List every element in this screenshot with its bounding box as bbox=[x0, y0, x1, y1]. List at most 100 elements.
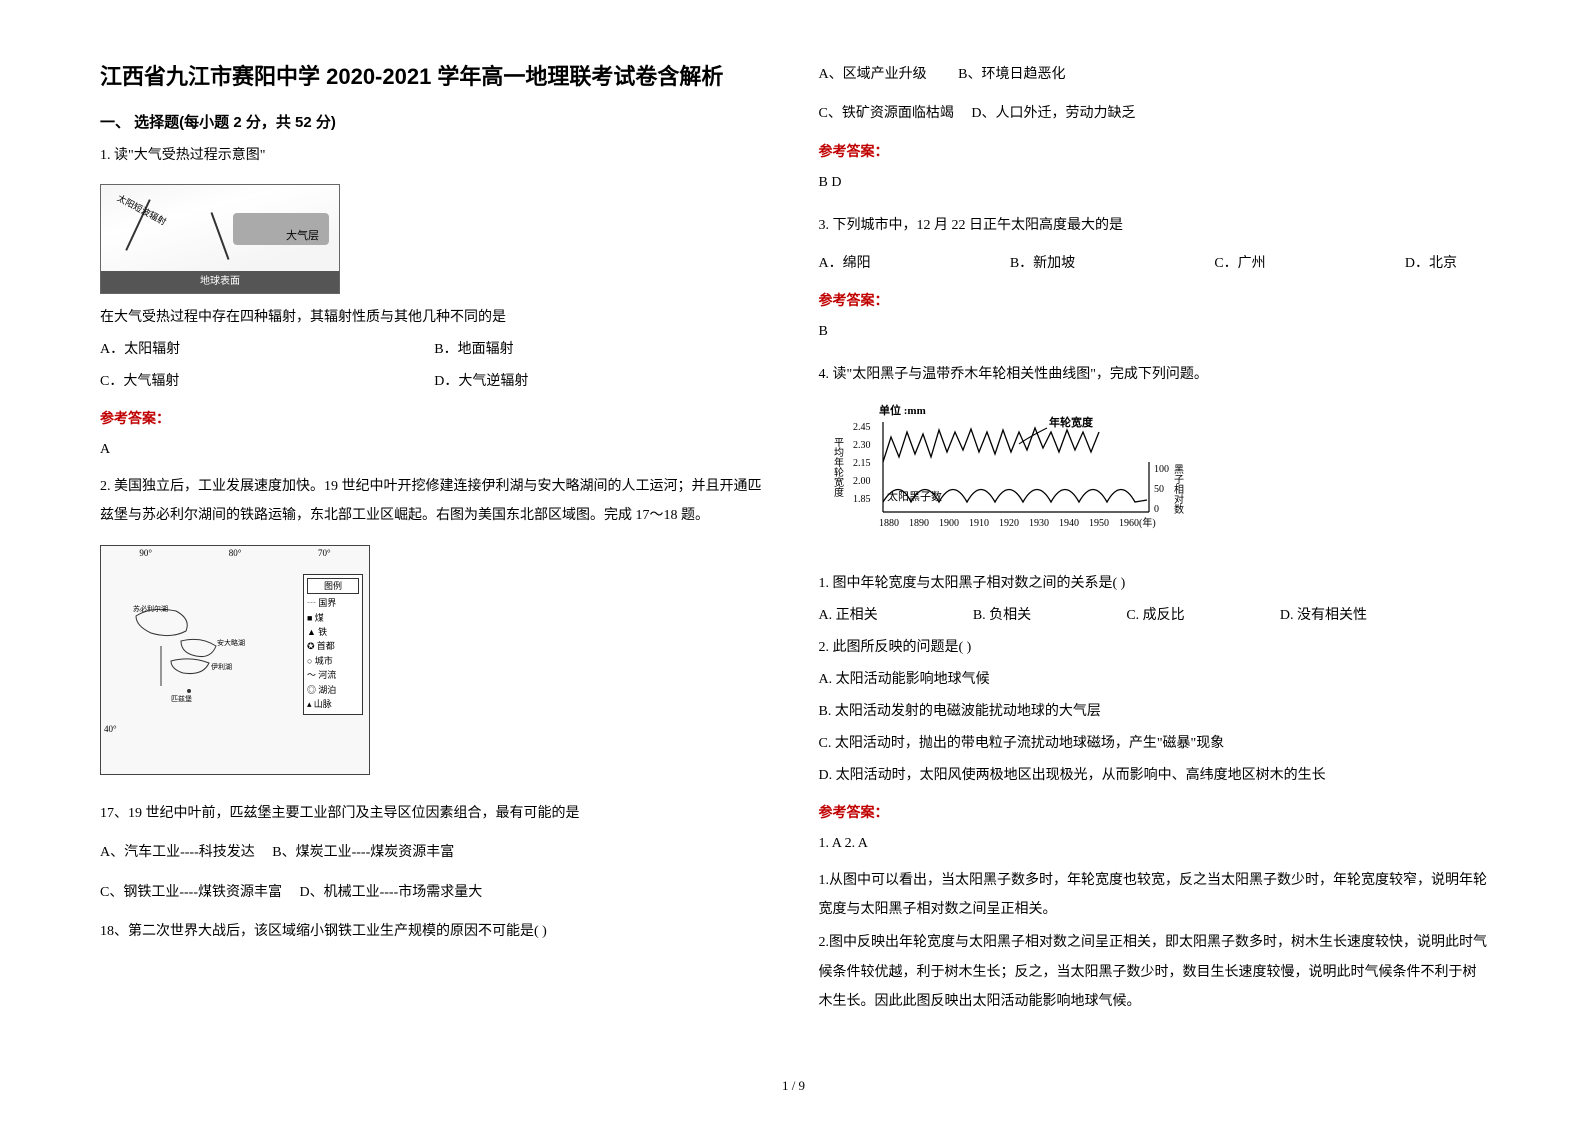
q3-optB: B．新加坡 bbox=[1010, 250, 1075, 278]
q2-17-optB: B、煤炭工业----煤炭资源丰富 bbox=[272, 845, 454, 860]
legend-mountain: ▴ 山脉 bbox=[307, 697, 359, 711]
svg-text:1890: 1890 bbox=[909, 518, 929, 529]
curve2-label: 太阳黑子数 bbox=[887, 490, 942, 503]
q1-optA: A．太阳辐射 bbox=[100, 336, 434, 364]
legend-lake: ◎ 湖泊 bbox=[307, 683, 359, 697]
svg-text:1940: 1940 bbox=[1059, 518, 1079, 529]
us-map: 90° 80° 70° 40° 苏必利尔湖 安大略湖 伊利湖 匹兹堡 bbox=[100, 545, 370, 775]
q2-18-optD: D、人口外迁，劳动力缺乏 bbox=[971, 106, 1135, 121]
q1-stem: 1. 读"大气受热过程示意图" bbox=[100, 142, 769, 170]
chart-unit: 单位 :mm bbox=[879, 403, 926, 417]
svg-text:0: 0 bbox=[1154, 504, 1159, 515]
q1-optD: D．大气逆辐射 bbox=[434, 368, 768, 396]
q4-1-optD: D. 没有相关性 bbox=[1280, 602, 1367, 630]
svg-text:1920: 1920 bbox=[999, 518, 1019, 529]
q2-17-optC: C、钢铁工业----煤铁资源丰富 bbox=[100, 885, 282, 900]
q3-optD: D．北京 bbox=[1405, 250, 1457, 278]
legend-coal: ■ 煤 bbox=[307, 611, 359, 625]
q4-2-optA: A. 太阳活动能影响地球气候 bbox=[819, 666, 1488, 694]
svg-text:1930: 1930 bbox=[1029, 518, 1049, 529]
q2-18-optC: C、铁矿资源面临枯竭 bbox=[819, 106, 954, 121]
lake-label-2: 安大略湖 bbox=[217, 638, 245, 647]
coord-70: 70° bbox=[318, 548, 331, 558]
legend-river: ～ 河流 bbox=[307, 668, 359, 682]
sunspot-chart: 单位 :mm 平均年轮宽度 2.45 2.30 2.15 2.00 1.85 年… bbox=[829, 402, 1209, 562]
q2-answer-label: 参考答案： bbox=[819, 141, 1488, 161]
q3-options: A．绵阳 B．新加坡 C．广州 D．北京 bbox=[819, 250, 1488, 278]
legend-capital: ✪ 首都 bbox=[307, 639, 359, 653]
q4-1-optA: A. 正相关 bbox=[819, 602, 878, 630]
q4-1-optC: C. 成反比 bbox=[1126, 602, 1184, 630]
sunspot-svg: 单位 :mm 平均年轮宽度 2.45 2.30 2.15 2.00 1.85 年… bbox=[829, 402, 1209, 562]
map-legend: 图例 ┄ 国界 ■ 煤 ▲ 铁 ✪ 首都 ○ 城市 ～ 河流 ◎ 湖泊 ▴ 山脉 bbox=[303, 574, 363, 716]
q2-stem: 2. 美国独立后，工业发展速度加快。19 世纪中叶开挖修建连接伊利湖与安大略湖间… bbox=[100, 472, 769, 531]
q2-17-optD: D、机械工业----市场需求量大 bbox=[300, 885, 483, 900]
q1-prompt: 在大气受热过程中存在四种辐射，其辐射性质与其他几种不同的是 bbox=[100, 304, 769, 332]
q2-sub18: 18、第二次世界大战后，该区域缩小钢铁工业生产规模的原因不可能是( ) bbox=[100, 917, 769, 946]
legend-iron: ▲ 铁 bbox=[307, 625, 359, 639]
q2-18-optB: B、环境日趋恶化 bbox=[958, 67, 1065, 82]
q4-2-optC: C. 太阳活动时，抛出的带电粒子流扰动地球磁场，产生"磁暴"现象 bbox=[819, 730, 1488, 758]
q2-17-optA: A、汽车工业----科技发达 bbox=[100, 845, 255, 860]
q1-optC: C．大气辐射 bbox=[100, 368, 434, 396]
diagram-sun-label: 太阳短波辐射 bbox=[115, 191, 169, 228]
heat-diagram: 太阳短波辐射 大气层 地球表面 bbox=[100, 184, 340, 294]
right-column: A、区域产业升级 B、环境日趋恶化 C、铁矿资源面临枯竭 D、人口外迁，劳动力缺… bbox=[819, 60, 1488, 1092]
legend-city: ○ 城市 bbox=[307, 654, 359, 668]
q4-sub2: 2. 此图所反映的问题是( ) bbox=[819, 634, 1488, 662]
left-column: 江西省九江市赛阳中学 2020-2021 学年高一地理联考试卷含解析 一、 选择… bbox=[100, 60, 769, 1092]
svg-text:1.85: 1.85 bbox=[853, 494, 871, 505]
map-coord-top: 90° 80° 70° bbox=[101, 548, 369, 558]
q1-options-row2: C．大气辐射 D．大气逆辐射 bbox=[100, 368, 769, 396]
q4-sub1-options: A. 正相关 B. 负相关 C. 成反比 D. 没有相关性 bbox=[819, 602, 1488, 630]
q2-sub17-row1: A、汽车工业----科技发达 B、煤炭工业----煤炭资源丰富 bbox=[100, 838, 769, 867]
arrow-ground-icon bbox=[211, 212, 230, 260]
svg-text:2.00: 2.00 bbox=[853, 476, 871, 487]
q4-stem: 4. 读"太阳黑子与温带乔木年轮相关性曲线图"，完成下列问题。 bbox=[819, 360, 1488, 389]
q4-2-optB: B. 太阳活动发射的电磁波能扰动地球的大气层 bbox=[819, 698, 1488, 726]
curve1-label: 年轮宽度 bbox=[1049, 415, 1094, 429]
city-label: 匹兹堡 bbox=[171, 694, 192, 703]
svg-text:1880: 1880 bbox=[879, 518, 899, 529]
coord-40: 40° bbox=[104, 724, 117, 734]
coord-90: 90° bbox=[139, 548, 152, 558]
svg-text:2.15: 2.15 bbox=[853, 458, 871, 469]
q2-sub18-row1: A、区域产业升级 B、环境日趋恶化 bbox=[819, 60, 1488, 89]
diagram-ground-label: 地球表面 bbox=[101, 272, 339, 287]
q2-figure: 90° 80° 70° 40° 苏必利尔湖 安大略湖 伊利湖 匹兹堡 bbox=[100, 545, 769, 775]
svg-text:50: 50 bbox=[1154, 484, 1164, 495]
page-container: 江西省九江市赛阳中学 2020-2021 学年高一地理联考试卷含解析 一、 选择… bbox=[100, 60, 1487, 1092]
svg-text:1960(年): 1960(年) bbox=[1119, 516, 1156, 529]
q3-answer-label: 参考答案： bbox=[819, 290, 1488, 310]
q1-optB: B．地面辐射 bbox=[434, 336, 768, 364]
q1-figure: 太阳短波辐射 大气层 地球表面 bbox=[100, 184, 769, 294]
svg-text:1950: 1950 bbox=[1089, 518, 1109, 529]
q2-answer: B D bbox=[819, 169, 1488, 197]
lake-label-1: 苏必利尔湖 bbox=[133, 604, 168, 613]
q4-sub1: 1. 图中年轮宽度与太阳黑子相对数之间的关系是( ) bbox=[819, 570, 1488, 598]
y-label: 平均年轮宽度 bbox=[831, 437, 843, 498]
q1-options-row1: A．太阳辐射 B．地面辐射 bbox=[100, 336, 769, 364]
right-axis-label: 黑子相对数 bbox=[1171, 463, 1183, 514]
coord-80: 80° bbox=[229, 548, 242, 558]
diagram-atmo-label: 大气层 bbox=[286, 227, 319, 243]
page-number: 1 / 9 bbox=[782, 1078, 805, 1094]
section-heading: 一、 选择题(每小题 2 分，共 52 分) bbox=[100, 111, 769, 132]
q1-answer: A bbox=[100, 436, 769, 464]
q3-answer: B bbox=[819, 318, 1488, 346]
q2-sub18-row2: C、铁矿资源面临枯竭 D、人口外迁，劳动力缺乏 bbox=[819, 99, 1488, 128]
q1-answer-label: 参考答案： bbox=[100, 408, 769, 428]
q3-stem: 3. 下列城市中，12 月 22 日正午太阳高度最大的是 bbox=[819, 211, 1488, 240]
document-title: 江西省九江市赛阳中学 2020-2021 学年高一地理联考试卷含解析 bbox=[100, 60, 769, 93]
svg-text:100: 100 bbox=[1154, 464, 1169, 475]
q2-18-optA: A、区域产业升级 bbox=[819, 67, 927, 82]
svg-text:1900: 1900 bbox=[939, 518, 959, 529]
svg-text:2.30: 2.30 bbox=[853, 440, 871, 451]
q4-explain2: 2.图中反映出年轮宽度与太阳黑子相对数之间呈正相关，即太阳黑子数多时，树木生长速… bbox=[819, 928, 1488, 1016]
q3-optA: A．绵阳 bbox=[819, 250, 871, 278]
q3-optC: C．广州 bbox=[1214, 250, 1265, 278]
svg-text:1910: 1910 bbox=[969, 518, 989, 529]
q2-sub17: 17、19 世纪中叶前，匹兹堡主要工业部门及主导区位因素组合，最有可能的是 bbox=[100, 799, 769, 828]
lake-label-3: 伊利湖 bbox=[211, 662, 232, 671]
q4-explain1: 1.从图中可以看出，当太阳黑子数多时，年轮宽度也较宽，反之当太阳黑子数少时，年轮… bbox=[819, 866, 1488, 925]
